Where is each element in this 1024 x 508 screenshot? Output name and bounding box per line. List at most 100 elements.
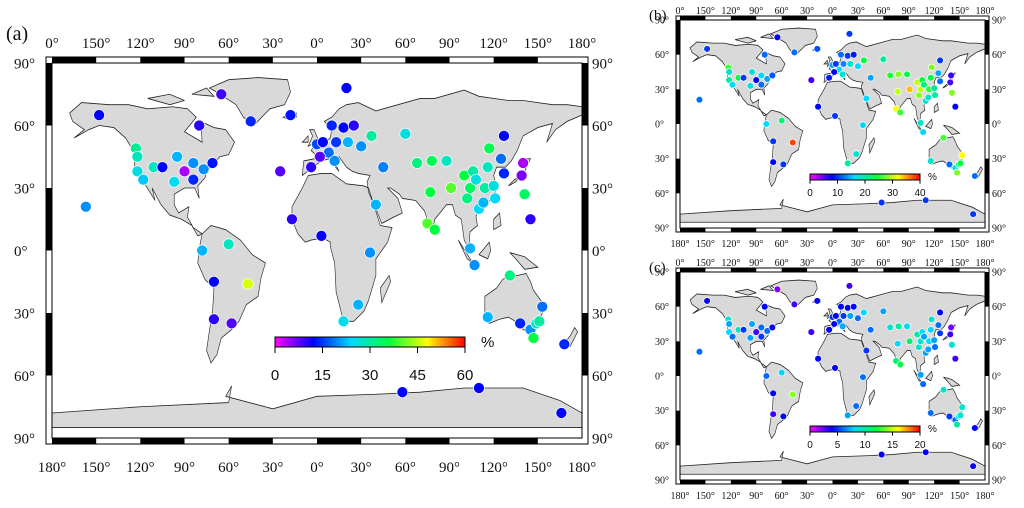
top-tick-label: 0° [676, 6, 685, 17]
station-marker [524, 213, 537, 226]
station-marker [877, 450, 886, 459]
left-tick-label: 60° [655, 189, 669, 200]
station-marker [769, 410, 777, 418]
station-marker [831, 112, 839, 120]
station-marker [860, 308, 868, 317]
frame-segment [676, 341, 680, 376]
station-marker [931, 343, 939, 351]
map-frame [675, 15, 990, 233]
right-tick-label: 30° [992, 406, 1006, 417]
station-marker [958, 403, 966, 411]
station-marker [440, 155, 453, 167]
frame-segment [985, 410, 989, 446]
frame-segment [781, 268, 808, 272]
bottom-tick-label: 90° [749, 239, 763, 250]
colorbar-tick-label: 15 [314, 367, 331, 384]
station-marker [193, 119, 206, 132]
stations [695, 30, 979, 218]
station-marker [969, 210, 977, 218]
station-marker [838, 322, 847, 331]
frame-segment [676, 272, 680, 307]
station-marker [156, 161, 169, 174]
station-marker [859, 121, 867, 129]
frame-segment [730, 228, 757, 232]
frame-segment [832, 480, 858, 484]
top-tick-label: 60° [876, 258, 890, 269]
colorbar-tick-label: 20 [859, 188, 871, 199]
frame-segment [985, 20, 989, 55]
bottom-tick-label: 120° [721, 491, 740, 502]
station-marker [370, 198, 382, 211]
bottom-tick-label: 180° [38, 460, 67, 476]
station-marker [947, 71, 955, 80]
station-marker [790, 300, 799, 309]
station-marker [314, 150, 326, 163]
bottom-tick-label: 120° [126, 460, 155, 476]
station-marker [953, 420, 961, 429]
station-marker [208, 313, 220, 326]
frame-segment [317, 438, 362, 444]
station-marker [843, 159, 852, 168]
station-marker [896, 108, 905, 117]
bottom-tick-label: 150° [950, 491, 969, 502]
station-marker [206, 157, 219, 169]
station-marker [946, 78, 955, 87]
top-tick-label: 180° [976, 6, 995, 17]
right-tick-label: 30° [992, 337, 1006, 348]
frame-segment [582, 313, 588, 376]
station-marker [487, 180, 500, 192]
frame-segment [730, 268, 757, 272]
top-tick-label: 120° [126, 36, 155, 52]
station-marker [527, 332, 540, 344]
station-marker [832, 312, 840, 320]
top-tick-label: 150° [696, 258, 715, 269]
station-marker [945, 412, 954, 421]
colorbar: 0 5 10 15 20% [807, 424, 937, 451]
station-marker [424, 186, 437, 199]
right-tick-label: 30° [992, 154, 1006, 165]
frame-segment [883, 228, 909, 232]
frame-segment [680, 480, 706, 484]
station-marker [958, 151, 966, 159]
station-marker [948, 341, 956, 349]
stations [695, 282, 979, 470]
station-marker [930, 84, 938, 92]
station-marker [956, 411, 965, 420]
station-marker [837, 302, 845, 311]
frame-segment [228, 438, 273, 444]
colorbar-tick-label: 10 [832, 188, 844, 199]
top-tick-label: 30° [800, 6, 814, 17]
station-marker [93, 109, 105, 121]
station-marker [768, 323, 777, 332]
station-marker [137, 173, 150, 186]
station-marker [894, 322, 903, 331]
bottom-tick-label: 120° [925, 491, 944, 502]
frame-segment [985, 89, 989, 124]
station-marker [752, 328, 760, 336]
top-tick-label: 60° [775, 258, 789, 269]
left-tick-label: 30° [655, 406, 669, 417]
station-marker [830, 68, 838, 76]
station-marker [464, 242, 476, 255]
bottom-tick-label: 60° [876, 239, 890, 250]
bottom-tick-label: 60° [775, 239, 789, 250]
bottom-tick-label: 180° [976, 491, 995, 502]
top-tick-label: 120° [925, 258, 944, 269]
station-marker [971, 172, 979, 180]
right-tick-label: 60° [992, 50, 1006, 61]
left-tick-label: 90° [655, 16, 669, 27]
bottom-tick-label: 150° [696, 239, 715, 250]
station-marker [846, 312, 855, 320]
station-marker [445, 182, 457, 194]
station-marker [769, 389, 777, 398]
station-marker [860, 56, 868, 65]
station-marker [365, 130, 378, 142]
frame-segment [985, 158, 989, 194]
frame-segment [680, 268, 706, 272]
station-marker [921, 196, 930, 205]
right-tick-label: 60° [992, 189, 1006, 200]
colorbar: 0 10 20 30 40% [807, 172, 937, 199]
station-marker [317, 136, 329, 149]
frame-segment [934, 16, 960, 20]
station-marker [514, 317, 527, 330]
